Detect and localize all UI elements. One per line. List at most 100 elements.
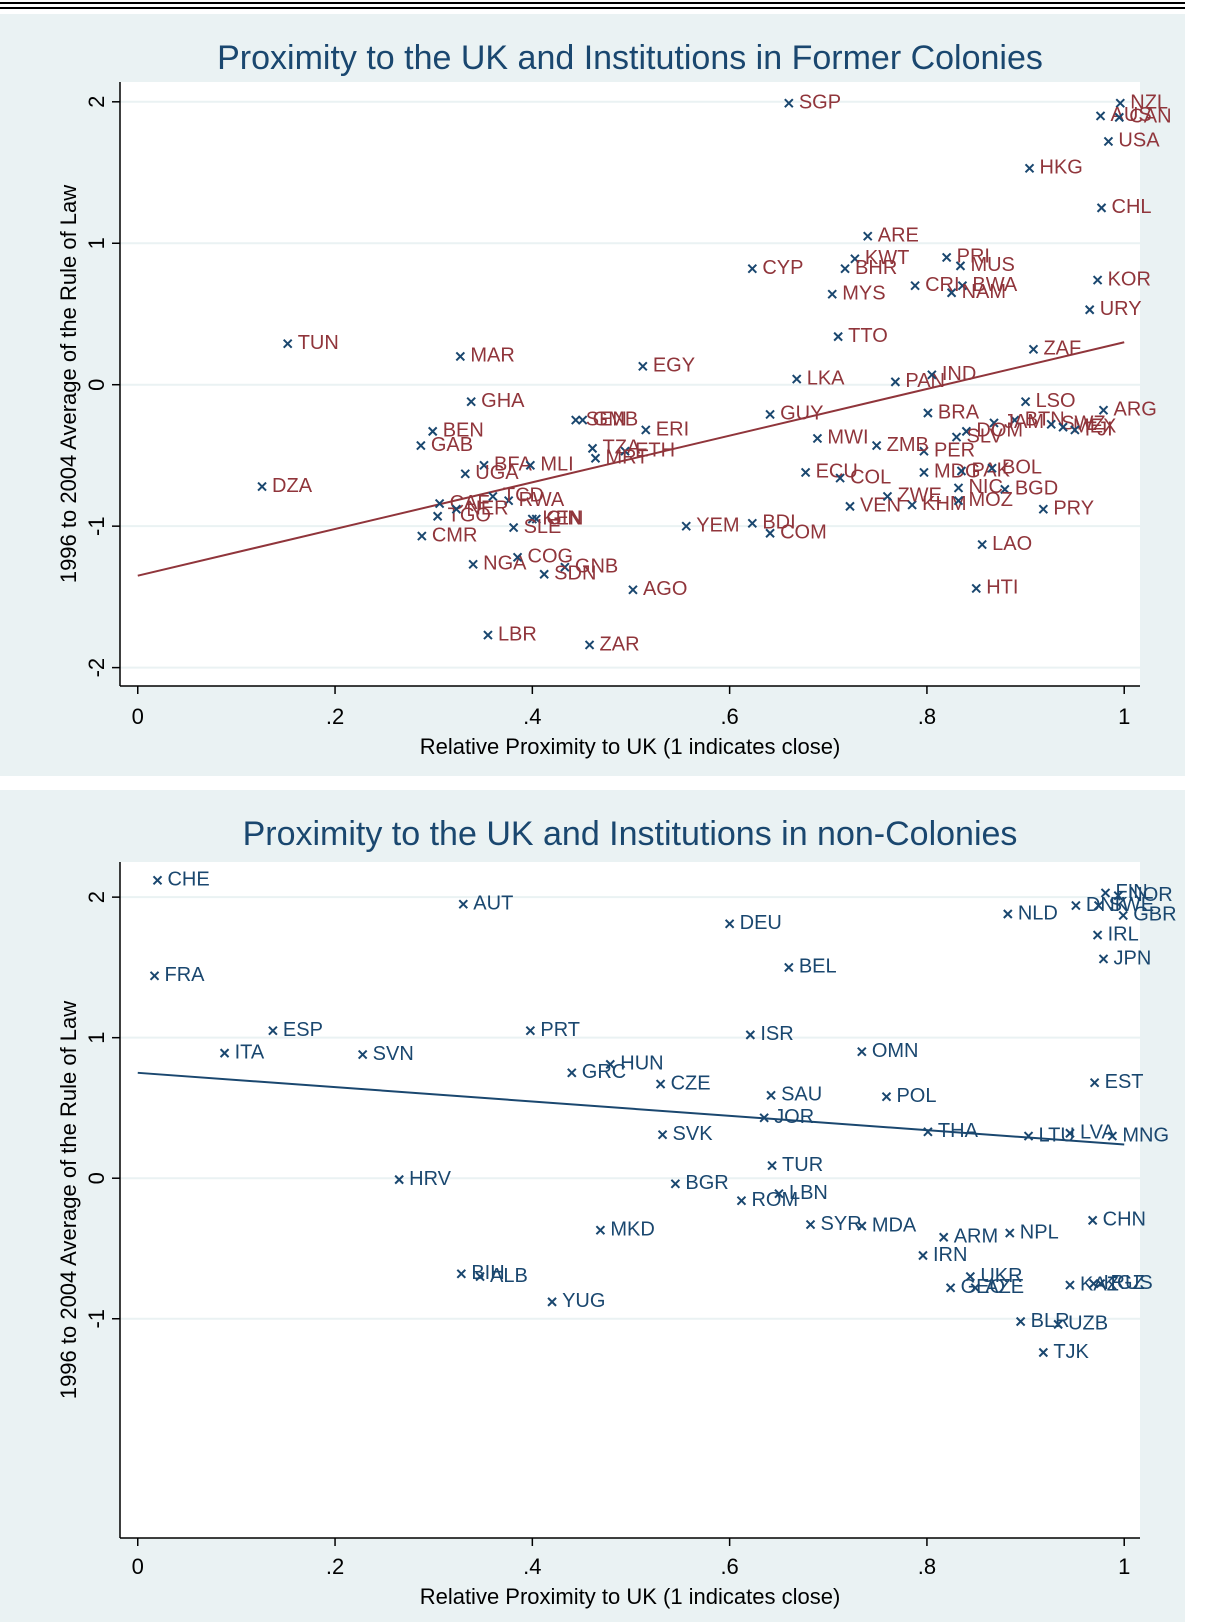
point [1000, 484, 1010, 495]
point-label: IND [942, 363, 976, 385]
point-label: MOZ [968, 489, 1012, 511]
point [919, 467, 929, 478]
point [957, 280, 968, 291]
point-label: SWE [1109, 894, 1155, 916]
point-label: AUS [1111, 104, 1152, 126]
point [475, 1271, 485, 1282]
point [451, 504, 462, 514]
point-label: MLI [540, 454, 573, 476]
point-label: OMN [872, 1040, 919, 1062]
point [394, 1174, 404, 1185]
point-label: COM [780, 522, 827, 544]
point [1003, 909, 1013, 919]
point-label: SVK [673, 1123, 714, 1145]
point-label: YUG [562, 1290, 605, 1312]
point [882, 491, 893, 502]
point-label: CAN [1129, 106, 1171, 128]
fit-line [137, 1071, 1125, 1146]
point-label: JPN [1114, 947, 1152, 969]
point-label: HUN [620, 1053, 663, 1075]
point-label: LKA [807, 367, 845, 389]
point-label: ZWE [897, 485, 941, 507]
y-tick-label: 0 [84, 1172, 109, 1184]
point-label: GMB [593, 408, 639, 430]
point-label: USA [1118, 130, 1160, 152]
point [938, 1232, 949, 1242]
point-label: MKD [610, 1218, 654, 1240]
point [1107, 1131, 1118, 1141]
point [1024, 163, 1035, 173]
point [919, 446, 929, 456]
point-label: UZB [1068, 1313, 1108, 1335]
point-label: ERI [656, 418, 689, 440]
point [1010, 415, 1020, 425]
point-label: ESP [283, 1019, 323, 1041]
point [539, 569, 549, 579]
point-label: KOR [1108, 268, 1151, 290]
point [1092, 275, 1103, 285]
point [946, 288, 957, 298]
point [989, 418, 999, 428]
point-label: BEL [799, 956, 837, 978]
point [923, 1127, 933, 1137]
point [765, 409, 775, 420]
point-label: SAU [781, 1084, 822, 1106]
point-label: TTO [848, 325, 888, 347]
point-label: LBN [789, 1182, 828, 1204]
point-label: BGD [1015, 478, 1058, 500]
point [1095, 1278, 1106, 1289]
point-label: TUR [782, 1154, 823, 1176]
point-label: KWT [865, 247, 909, 269]
y-tick-label: 1 [84, 237, 109, 249]
point-label: ARM [954, 1226, 998, 1248]
point-label: YEM [696, 514, 739, 536]
point [1096, 203, 1107, 213]
point-label: HTI [986, 577, 1018, 599]
point-label: DNK [1086, 894, 1129, 916]
y-axis-label: 1996 to 2004 Average of the Rule of Law [56, 185, 81, 583]
point-label: MEX [1073, 415, 1116, 437]
point [416, 440, 426, 451]
point-label: LTU [1039, 1124, 1075, 1146]
y-tick-label: -2 [84, 658, 109, 678]
chart-title: Proximity to the UK and Institutions in … [217, 39, 1043, 77]
point [219, 1048, 230, 1058]
point [951, 432, 962, 442]
point-label: UKR [980, 1265, 1022, 1287]
point [1095, 111, 1106, 121]
point-label: FIN [1115, 881, 1147, 903]
x-tick-label: .4 [523, 1554, 541, 1579]
point [547, 1297, 557, 1307]
point-label: LAO [992, 533, 1032, 555]
point [956, 466, 967, 476]
point-label: AZE [985, 1276, 1024, 1298]
point [1087, 1215, 1098, 1226]
point-label: SGP [799, 91, 841, 113]
point [767, 1160, 777, 1171]
y-tick-label: 1 [84, 1032, 109, 1044]
point [759, 1113, 769, 1123]
point [918, 1250, 928, 1261]
point-label: GBR [1133, 904, 1176, 926]
point [792, 374, 802, 384]
point-label: ARG [1114, 398, 1157, 420]
point-label: UGA [475, 462, 519, 484]
point-label: ECU [816, 461, 858, 483]
point-label: THA [938, 1120, 979, 1142]
point-label: SLE [524, 516, 562, 538]
point-label: ROM [751, 1189, 798, 1211]
point [863, 231, 873, 241]
point-label: RWA [519, 489, 565, 511]
point [432, 511, 443, 521]
point-label: TUN [298, 332, 339, 354]
x-tick-label: .6 [720, 1554, 738, 1579]
point-label: ISR [760, 1023, 793, 1045]
point-label: MAR [470, 345, 514, 367]
point [560, 562, 570, 572]
point [595, 1225, 606, 1235]
point-label: BGR [685, 1172, 728, 1194]
point-label: EGY [653, 355, 695, 377]
point [460, 469, 470, 479]
point [268, 1025, 278, 1036]
